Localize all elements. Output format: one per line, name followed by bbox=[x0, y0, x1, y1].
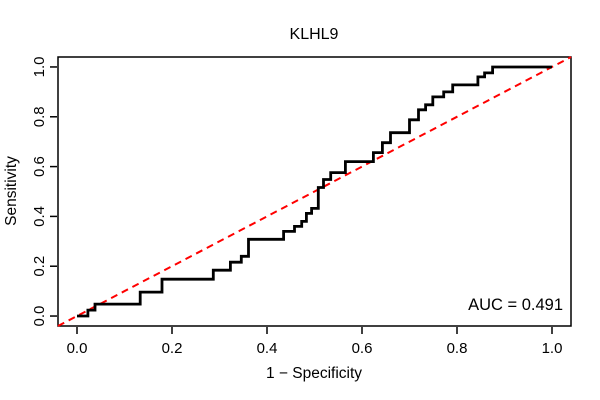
y-tick-label: 0.2 bbox=[31, 256, 48, 277]
y-tick-label: 0.8 bbox=[31, 106, 48, 127]
y-tick-label: 1.0 bbox=[31, 57, 48, 78]
x-tick-label: 1.0 bbox=[542, 340, 563, 357]
x-tick-label: 0.4 bbox=[257, 340, 278, 357]
diagonal-reference-line bbox=[57, 56, 572, 327]
diagonal-line bbox=[57, 56, 572, 327]
x-tick-label: 0.8 bbox=[447, 340, 468, 357]
x-tick-label: 0.6 bbox=[352, 340, 373, 357]
y-tick-label: 0.4 bbox=[31, 206, 48, 227]
x-tick-label: 0.2 bbox=[162, 340, 183, 357]
y-tick-label: 0.0 bbox=[31, 306, 48, 327]
roc-step-line bbox=[77, 65, 552, 318]
auc-annotation: AUC = 0.491 bbox=[468, 296, 563, 314]
plot-border bbox=[57, 56, 572, 327]
x-axis: 0.0 0.2 0.4 0.6 0.8 1.0 bbox=[67, 327, 563, 357]
x-tick-label: 0.0 bbox=[67, 340, 88, 357]
y-tick-label: 0.6 bbox=[31, 156, 48, 177]
chart-title: KLHL9 bbox=[290, 26, 339, 43]
x-axis-label: 1 − Specificity bbox=[266, 365, 362, 382]
y-axis: 0.0 0.2 0.4 0.6 0.8 1.0 bbox=[31, 57, 57, 327]
y-axis-label: Sensitivity bbox=[3, 156, 20, 226]
roc-curve bbox=[77, 65, 552, 318]
